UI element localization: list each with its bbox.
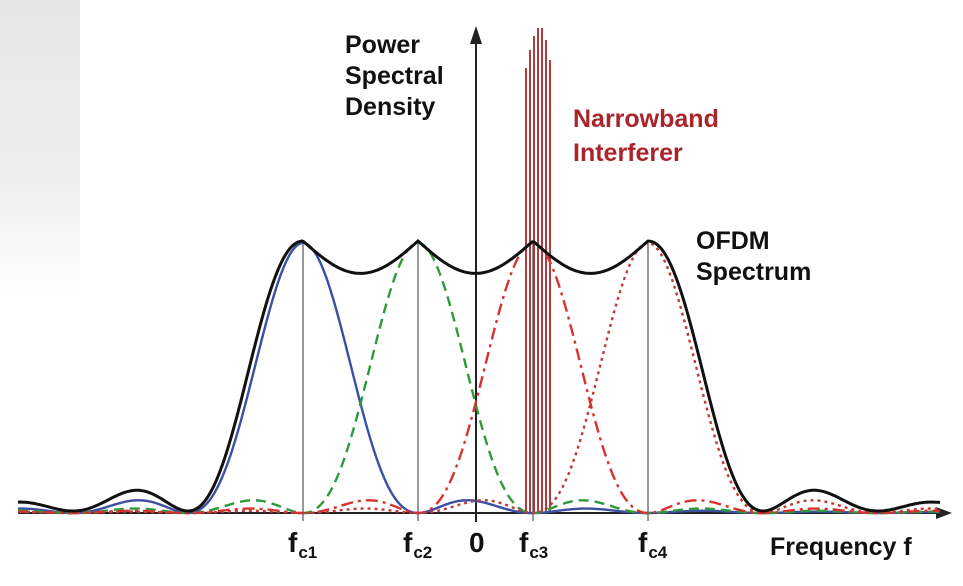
y-axis-arrow (470, 26, 482, 44)
ofdm-spectrum-curve (17, 238, 941, 513)
tick-fc1: fc1 (288, 527, 318, 562)
narrowband-label-line-2: Interferer (573, 139, 683, 167)
x-axis-label: Frequency f (770, 533, 912, 561)
subcarrier-curve-3 (18, 241, 940, 515)
background-shade (0, 0, 80, 300)
y-axis-label-line-2: Spectral (345, 62, 444, 90)
tick-fc4: fc4 (638, 527, 668, 562)
narrowband-interferer-label: Narrowband Interferer (573, 102, 719, 170)
tick-fc3: fc3 (519, 527, 549, 562)
tick-fc2: fc2 (403, 527, 433, 562)
y-axis-label-line-3: Density (345, 93, 436, 121)
y-axis-label: Power Spectral Density (345, 30, 444, 123)
tick-zero: 0 (469, 527, 485, 558)
ofdm-label-line-2: Spectrum (696, 258, 812, 286)
ofdm-spectrum-label: OFDM Spectrum (696, 226, 811, 288)
narrowband-label-line-1: Narrowband (573, 105, 719, 133)
subcarrier-curve-4 (18, 241, 941, 515)
y-axis-label-line-1: Power (345, 31, 421, 59)
ofdm-label-line-1: OFDM (696, 227, 770, 255)
